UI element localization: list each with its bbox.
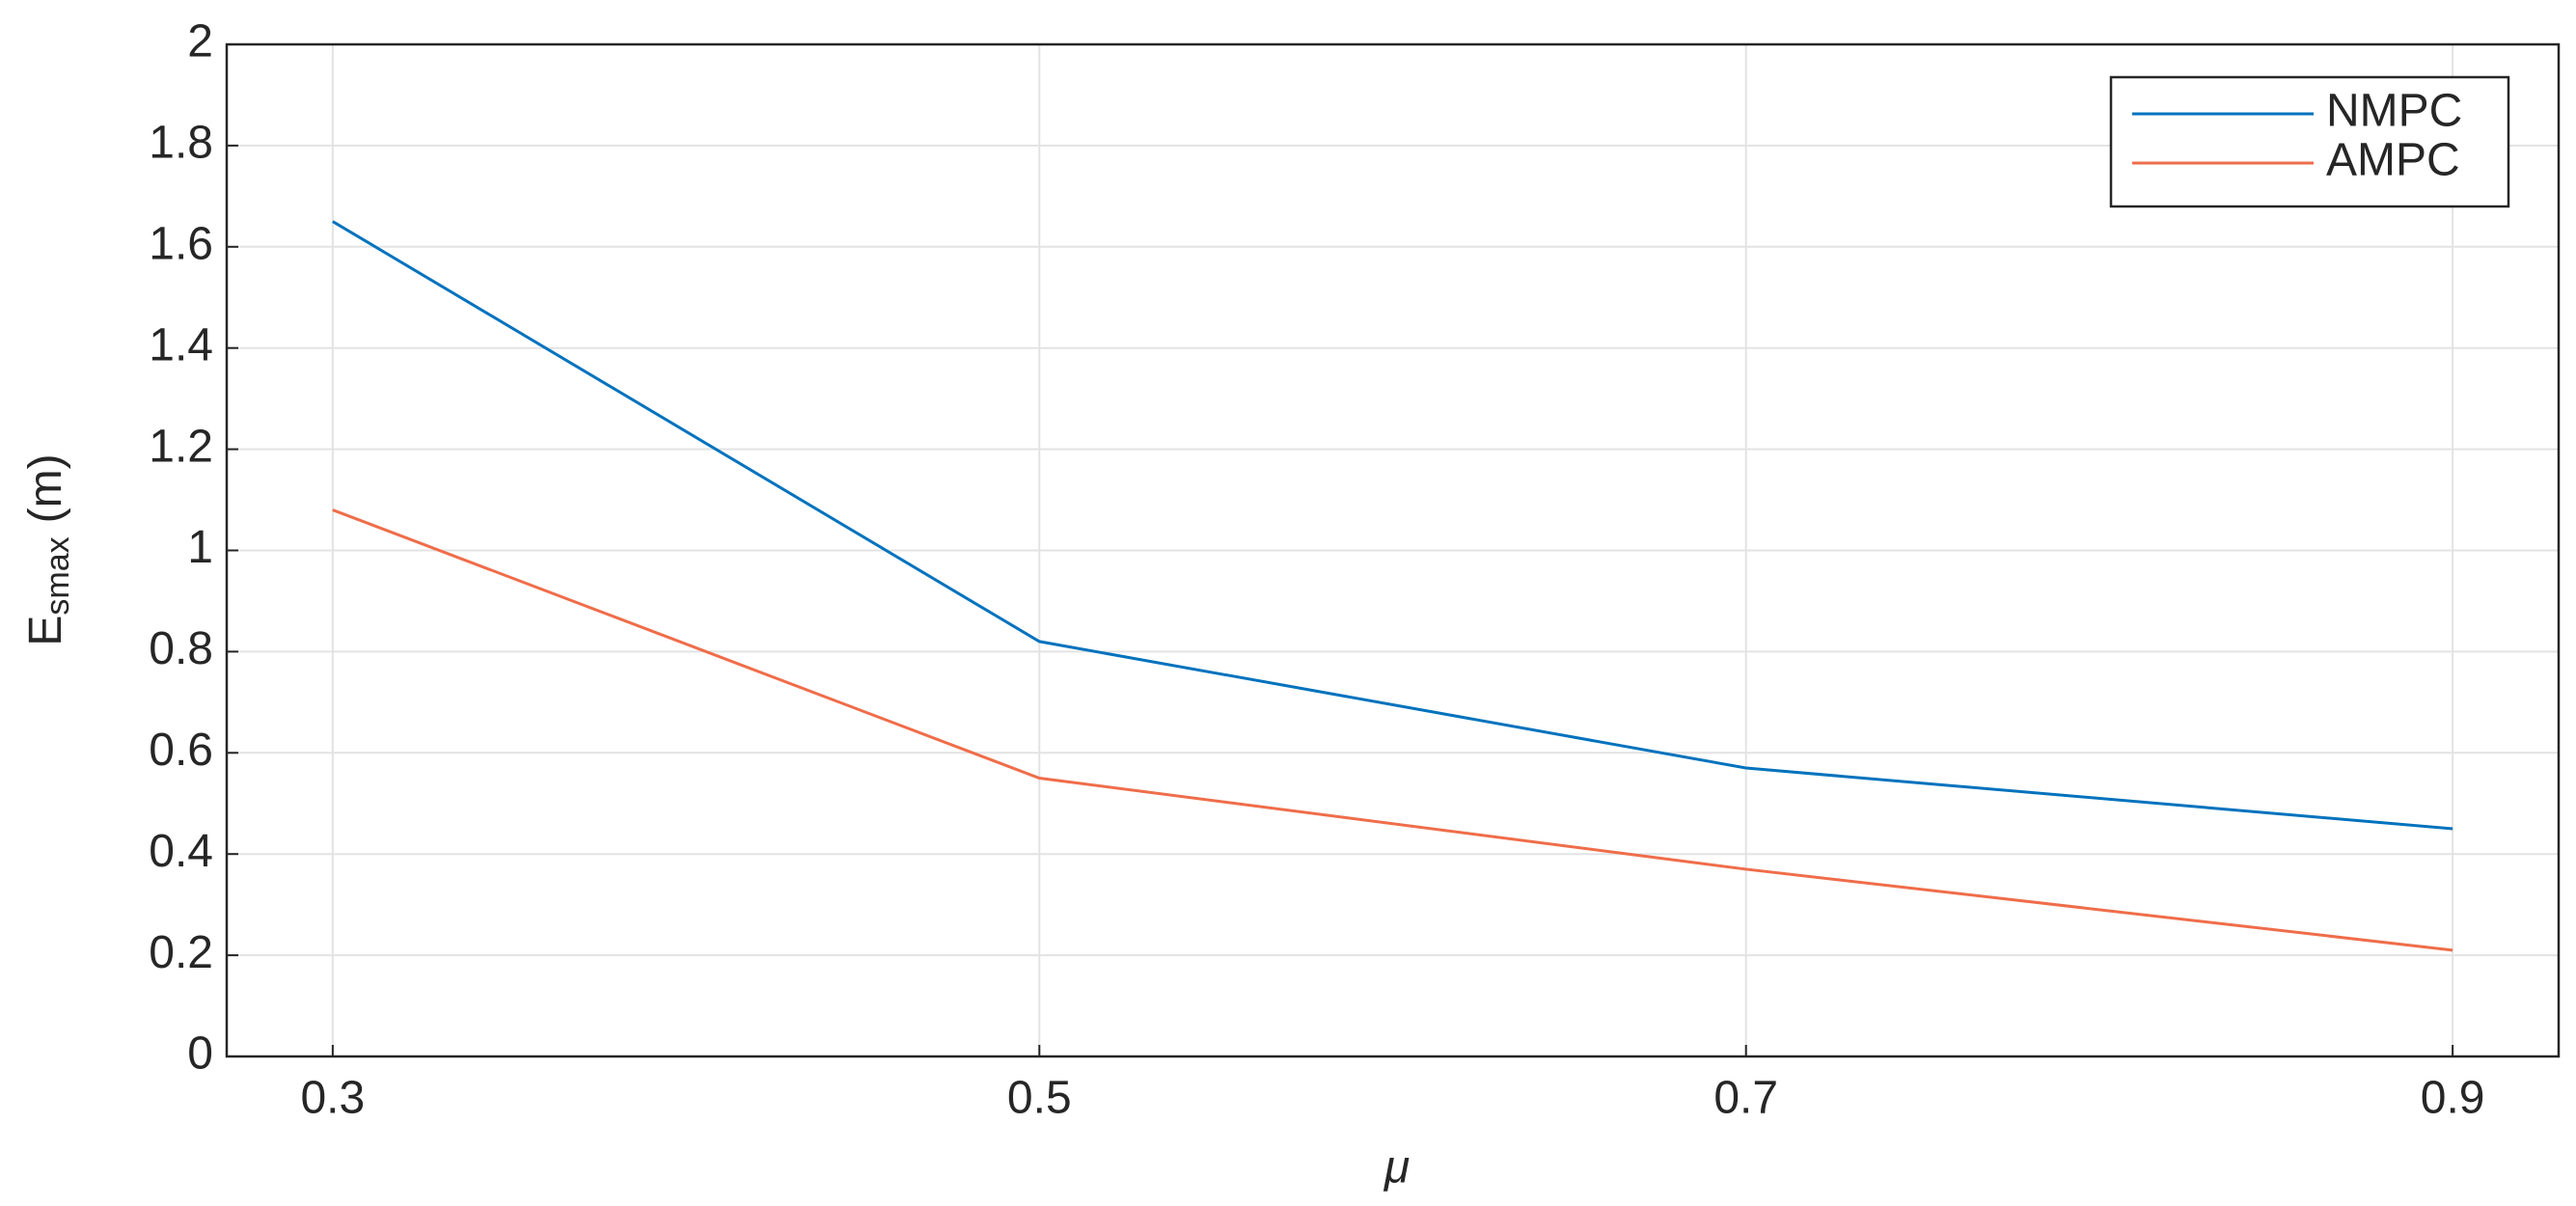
axes-box	[225, 42, 2561, 1058]
y-tick-label: 1.8	[149, 118, 213, 169]
y-tick-label: 1.2	[149, 421, 213, 472]
y-tick-label: 1.6	[149, 218, 213, 269]
y-tick-label: 0.8	[149, 623, 213, 674]
y-tick-label: 0	[187, 1028, 213, 1080]
legend-label: NMPC	[2326, 86, 2462, 137]
y-axis-label: Esmax (m)	[20, 453, 76, 645]
x-tick-label: 0.5	[1007, 1073, 1072, 1124]
y-label-subscript: smax	[40, 536, 76, 615]
y-tick-label: 0.4	[149, 826, 213, 877]
x-tick-label: 0.7	[1713, 1073, 1778, 1124]
y-tick-label: 0.2	[149, 927, 213, 978]
legend-label: AMPC	[2326, 135, 2460, 186]
data-line	[332, 220, 2453, 831]
data-line	[332, 508, 2453, 952]
y-tick-label: 0.6	[149, 725, 213, 776]
legend-box	[2109, 75, 2510, 208]
x-tick-label: 0.3	[300, 1073, 365, 1124]
y-tick-label: 2	[187, 16, 213, 68]
y-tick-label: 1.4	[149, 319, 213, 370]
y-label-unit: (m)	[20, 453, 71, 523]
x-tick-label: 0.9	[2421, 1073, 2485, 1124]
x-axis-label: μ	[1383, 1142, 1410, 1193]
y-label-main: E	[20, 616, 71, 646]
y-tick-label: 1	[187, 522, 213, 573]
